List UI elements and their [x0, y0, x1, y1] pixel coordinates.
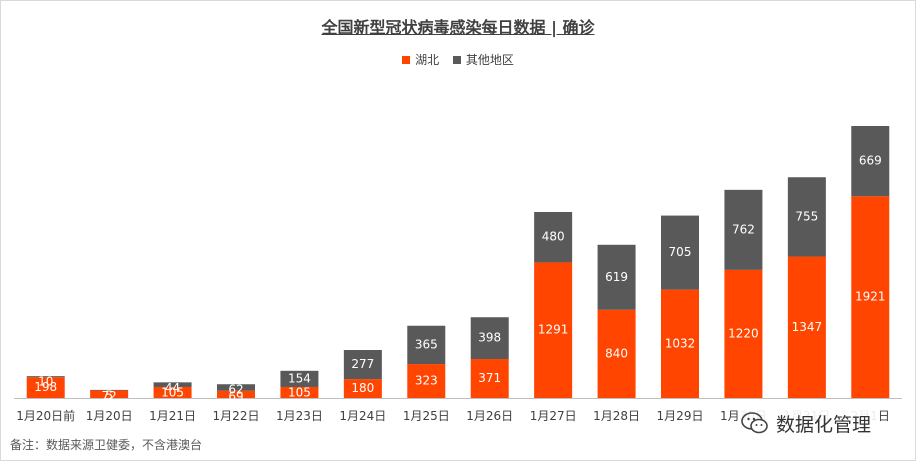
x-tick-label-0: 1月20日前: [16, 408, 75, 423]
data-label-other-3: 62: [228, 383, 243, 397]
x-tick-label-5: 1月24日: [339, 409, 386, 423]
data-label-other-0: 10: [38, 375, 53, 389]
bar-hubei-5: [343, 379, 382, 398]
bar-other-7: [470, 317, 509, 360]
bar-other-6: [407, 325, 446, 365]
x-tick-label-3: 1月22日: [213, 409, 260, 423]
bar-hubei-13: [851, 196, 890, 398]
x-tick-label-10: 1月29日: [657, 409, 704, 423]
data-label-other-8: 480: [542, 230, 565, 244]
bar-other-11: [724, 189, 763, 270]
x-tick-label-1: 1月20日: [86, 409, 133, 423]
data-label-other-7: 398: [478, 331, 501, 345]
chart-title: 全国新型冠状病毒感染每日数据 | 确诊: [321, 18, 595, 37]
data-label-other-5: 277: [351, 357, 374, 371]
x-tick-label-4: 1月23日: [276, 409, 323, 423]
bar-other-12: [787, 177, 826, 257]
x-tick-label-6: 1月25日: [403, 409, 450, 423]
bar-other-1: [90, 389, 129, 391]
bar-hubei-11: [724, 269, 763, 398]
bar-hubei-12: [787, 256, 826, 398]
bar-hubei-0: [26, 377, 65, 398]
data-label-other-2: 44: [165, 381, 180, 395]
bar-other-0: [26, 376, 65, 378]
legend-item-hubei: 湖北: [402, 51, 439, 68]
data-label-hubei-4: 105: [288, 385, 311, 399]
bar-hubei-10: [661, 289, 699, 398]
legend: 湖北 其他地区: [0, 51, 916, 68]
bar-hubei-7: [470, 359, 509, 398]
data-label-hubei-2: 105: [161, 385, 184, 399]
data-label-hubei-12: 1347: [792, 320, 823, 334]
footnote: 备注：数据来源卫健委，不含港澳台: [10, 438, 203, 452]
x-tick-label-9: 1月28日: [593, 409, 640, 423]
data-label-hubei-5: 180: [351, 381, 374, 395]
x-tick-label-7: 1月26日: [466, 409, 513, 423]
data-label-hubei-1: 72: [102, 389, 117, 403]
legend-label-hubei: 湖北: [415, 53, 440, 67]
bar-other-2: [153, 382, 192, 387]
watermark: 数据化管理: [740, 408, 880, 438]
data-label-hubei-6: 323: [415, 374, 438, 388]
data-label-hubei-8: 1291: [538, 323, 569, 337]
bar-hubei-8: [534, 262, 573, 398]
data-label-other-6: 365: [415, 337, 438, 351]
bar-other-5: [343, 350, 382, 380]
legend-swatch-hubei: [402, 55, 411, 64]
bar-hubei-6: [407, 364, 446, 398]
bar-other-9: [597, 244, 636, 310]
data-label-other-11: 762: [732, 222, 755, 236]
data-label-hubei-10: 1032: [665, 336, 696, 350]
data-label-hubei-3: 69: [228, 389, 243, 403]
bar-hubei-1: [90, 390, 129, 398]
legend-item-other: 其他地区: [452, 51, 514, 68]
data-label-other-10: 705: [669, 245, 692, 259]
legend-label-other: 其他地区: [465, 53, 514, 67]
x-tick-label-2: 1月21日: [149, 409, 196, 423]
data-label-other-4: 154: [288, 371, 311, 385]
legend-swatch-other: [452, 55, 461, 64]
bar-hubei-9: [597, 309, 636, 398]
watermark-text: 数据化管理: [776, 413, 872, 436]
bar-other-13: [851, 126, 890, 197]
data-label-hubei-11: 1220: [728, 326, 759, 340]
wechat-icon: [741, 412, 768, 434]
bar-other-3: [217, 384, 255, 391]
x-tick-label-8: 1月27日: [530, 409, 577, 423]
data-label-hubei-7: 371: [478, 371, 501, 385]
bar-other-10: [661, 215, 699, 290]
bar-hubei-4: [280, 386, 319, 398]
data-label-other-1: 5: [105, 388, 113, 402]
data-label-hubei-0: 198: [34, 380, 57, 394]
bar-other-4: [280, 370, 319, 387]
data-label-other-12: 755: [795, 209, 818, 223]
bar-other-8: [534, 212, 573, 263]
data-label-other-13: 669: [859, 154, 882, 168]
data-label-hubei-13: 1921: [855, 290, 886, 304]
data-label-hubei-9: 840: [605, 346, 628, 360]
bar-hubei-3: [217, 390, 255, 398]
data-label-other-9: 619: [605, 270, 628, 284]
bar-hubei-2: [153, 386, 192, 398]
